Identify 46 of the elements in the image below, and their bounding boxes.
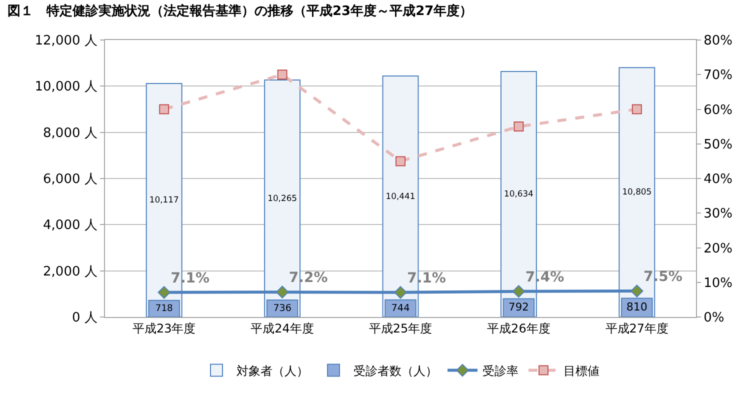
data-label: 10,441: [386, 190, 416, 201]
y2-tick-label: 30%: [704, 206, 733, 222]
y-tick-label: 10,000 人: [34, 80, 98, 95]
x-tick-label: 平成23年度: [132, 321, 196, 336]
point: [276, 286, 289, 298]
x-tick-label: 平成24年度: [250, 321, 314, 336]
data-label: 10,117: [149, 194, 179, 204]
y2-tick-label: 80%: [704, 34, 733, 49]
x-tick-label: 平成27年度: [605, 321, 669, 336]
data-label: 10,805: [622, 186, 652, 197]
x-tick-label: 平成26年度: [487, 321, 550, 336]
legend-label: 目標値: [564, 364, 600, 378]
point: [158, 286, 170, 299]
point: [159, 104, 170, 114]
y2-tick-label: 60%: [704, 102, 733, 118]
y-tick-label: 0 人: [72, 310, 98, 326]
y2-tick-label: 20%: [704, 241, 733, 256]
point: [512, 285, 526, 298]
legend-label: 受診者数（人）: [354, 364, 438, 378]
y-tick-label: 6,000 人: [43, 172, 98, 188]
point: [277, 70, 288, 80]
point: [514, 122, 524, 132]
data-label: 10,634: [504, 188, 534, 199]
data-label: 744: [391, 303, 410, 314]
data-label: 10,265: [268, 192, 298, 203]
y2-tick-label: 10%: [704, 276, 733, 291]
point: [394, 286, 407, 299]
chart-title: 図１ 特定健診実施状況（法定報告基準）の推移（平成23年度～平成27年度）: [8, 3, 473, 20]
point: [630, 284, 644, 298]
legend-label: 対象者（人）: [236, 364, 308, 378]
y2-tick-label: 70%: [704, 68, 733, 84]
y-tick-label: 2,000 人: [43, 264, 98, 280]
y-tick-label: 12,000 人: [34, 34, 98, 49]
x-tick-label: 平成25年度: [368, 321, 432, 336]
y-tick-label: 4,000 人: [43, 218, 98, 234]
legend-label: 受診率: [482, 364, 518, 378]
point: [396, 156, 406, 166]
y2-tick-label: 0%: [704, 310, 724, 326]
y-tick-label: 8,000 人: [43, 126, 98, 141]
y2-tick-label: 40%: [704, 172, 733, 188]
point: [632, 104, 642, 114]
data-label: 792: [508, 300, 529, 314]
data-label: 810: [626, 300, 648, 314]
y2-tick-label: 50%: [704, 137, 733, 152]
data-label: 718: [155, 303, 174, 314]
data-label: 736: [273, 303, 292, 314]
